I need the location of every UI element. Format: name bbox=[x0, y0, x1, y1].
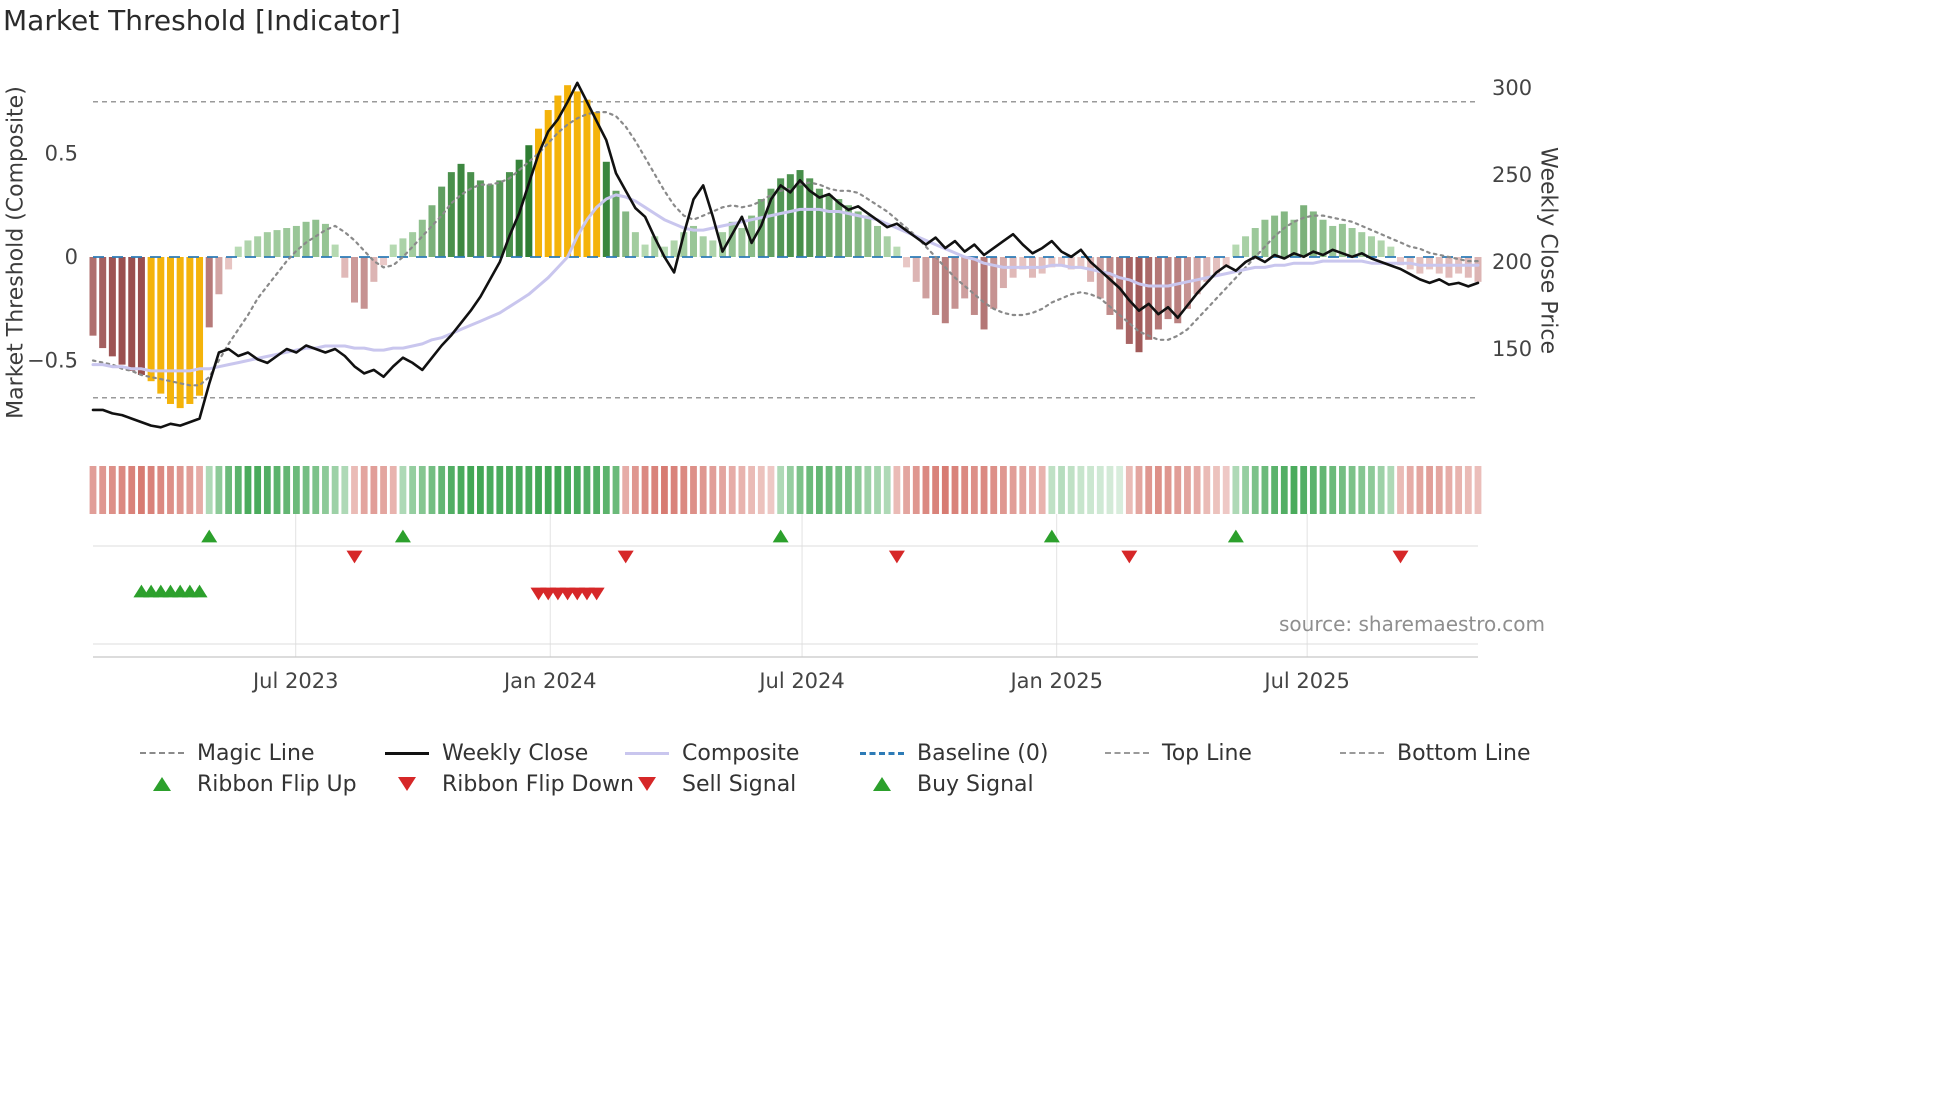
svg-text:300: 300 bbox=[1492, 76, 1532, 100]
legend-label: Magic Line bbox=[197, 740, 315, 766]
legend-label: Buy Signal bbox=[917, 771, 1034, 797]
legend-label: Sell Signal bbox=[682, 771, 797, 797]
svg-text:200: 200 bbox=[1492, 250, 1532, 274]
svg-text:0.5: 0.5 bbox=[45, 142, 78, 166]
svg-text:250: 250 bbox=[1492, 163, 1532, 187]
legend-item-top-line: Top Line bbox=[1105, 740, 1252, 766]
legend-item-magic-line: Magic Line bbox=[140, 740, 314, 766]
svg-text:0: 0 bbox=[65, 245, 78, 269]
legend-label: Ribbon Flip Down bbox=[442, 771, 634, 797]
top-line-swatch-icon bbox=[1105, 752, 1149, 754]
legend-label: Composite bbox=[682, 740, 800, 766]
svg-text:−0.5: −0.5 bbox=[27, 349, 78, 373]
legend-item-sell-signal: Sell Signal bbox=[625, 771, 796, 797]
svg-text:Jan 2025: Jan 2025 bbox=[1008, 669, 1103, 693]
legend-label: Ribbon Flip Up bbox=[197, 771, 357, 797]
baseline-swatch-icon bbox=[860, 751, 904, 755]
legend-label: Weekly Close bbox=[442, 740, 589, 766]
legend-label: Top Line bbox=[1162, 740, 1252, 766]
legend-item-ribbon-flip-up: Ribbon Flip Up bbox=[140, 771, 357, 797]
ribbon-flip-down-icon bbox=[385, 777, 429, 791]
legend-item-ribbon-flip-down: Ribbon Flip Down bbox=[385, 771, 634, 797]
legend-item-buy-signal: Buy Signal bbox=[860, 771, 1034, 797]
svg-text:Jan 2024: Jan 2024 bbox=[502, 669, 597, 693]
legend-label: Baseline (0) bbox=[917, 740, 1049, 766]
legend-item-weekly-close: Weekly Close bbox=[385, 740, 588, 766]
ribbon-flip-up-icon bbox=[140, 777, 184, 791]
svg-text:Jul 2023: Jul 2023 bbox=[251, 669, 338, 693]
legend-label: Bottom Line bbox=[1397, 740, 1531, 766]
bottom-line-swatch-icon bbox=[1340, 752, 1384, 754]
indicator-chart: 0.5 0 −0.5 300 250 200 150 Jul 2023 Jan 2024 Jul … bbox=[27, 76, 1532, 693]
svg-text:Jul 2024: Jul 2024 bbox=[757, 669, 844, 693]
buy-signal-icon bbox=[860, 777, 904, 791]
legend-item-bottom-line: Bottom Line bbox=[1340, 740, 1531, 766]
svg-text:Jul 2025: Jul 2025 bbox=[1262, 669, 1349, 693]
svg-text:150: 150 bbox=[1492, 337, 1532, 361]
magic-line-swatch-icon bbox=[140, 752, 184, 754]
legend-item-baseline: Baseline (0) bbox=[860, 740, 1048, 766]
source-credit: source: sharemaestro.com bbox=[1279, 612, 1545, 636]
legend-item-composite: Composite bbox=[625, 740, 799, 766]
page-title: Market Threshold [Indicator] bbox=[3, 4, 401, 37]
composite-swatch-icon bbox=[625, 751, 669, 755]
weekly-close-swatch-icon bbox=[385, 751, 429, 755]
sell-signal-icon bbox=[625, 777, 669, 791]
